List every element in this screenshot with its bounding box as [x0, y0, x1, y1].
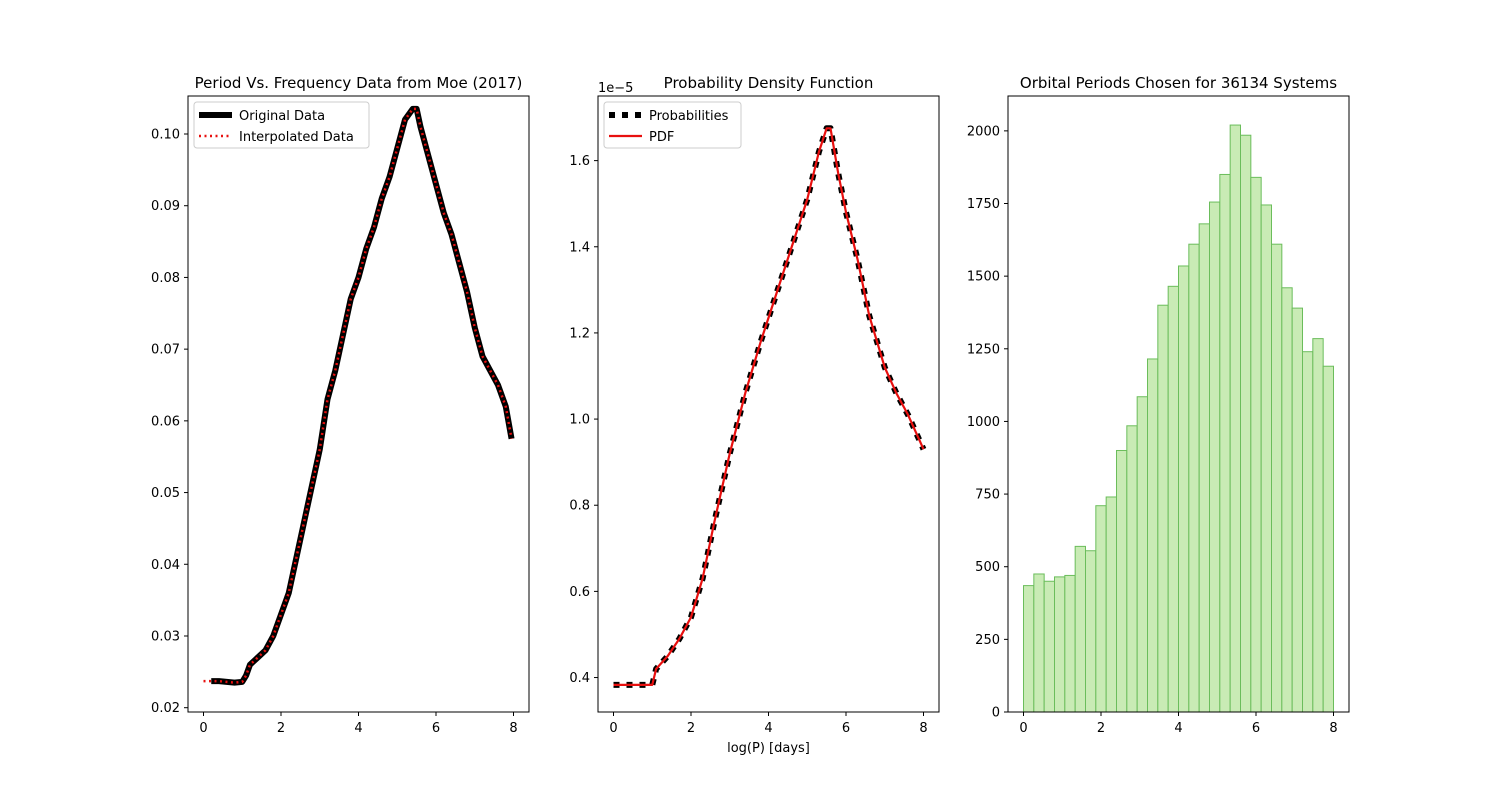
- x-tick-label: 2: [1097, 721, 1105, 736]
- x-tick-label: 6: [432, 721, 440, 736]
- plot-area: [203, 105, 515, 686]
- y-tick-label: 1.0: [569, 413, 590, 428]
- histogram-bar: [1229, 124, 1242, 712]
- axes: 0 2 4 6 8 0.4 0.6 0.8 1.0 1.2 1.4 1.6: [569, 95, 940, 736]
- axes: 0 2 4 6 8 0 250 500 750 1000 1250 1500 1750 2000: [967, 95, 1350, 736]
- chart-title: Orbital Periods Chosen for 36134 Systems: [1020, 74, 1337, 92]
- series-line: [203, 107, 513, 684]
- x-tick-label: 0: [1019, 721, 1027, 736]
- histogram-bar: [1136, 396, 1149, 712]
- panel-period-vs-frequency: Period Vs. Frequency Data from Moe (2017…: [151, 74, 530, 736]
- y-tick-label: 1500: [967, 270, 1000, 285]
- legend-label: Interpolated Data: [239, 130, 354, 145]
- y-tick-label: 0.09: [151, 199, 180, 214]
- histogram-bar: [1291, 307, 1304, 712]
- y-tick-label: 1750: [967, 197, 1000, 212]
- histogram-bar: [1260, 204, 1273, 712]
- histogram-bar: [1281, 287, 1293, 712]
- x-tick-label: 4: [764, 721, 772, 736]
- legend-box: [193, 101, 370, 149]
- histogram-bar: [1198, 223, 1211, 712]
- legend-label: PDF: [649, 130, 674, 145]
- histogram-bar: [1312, 338, 1324, 712]
- plot-area: [1023, 124, 1335, 712]
- histogram-bar: [1188, 243, 1200, 712]
- histogram-bar: [1271, 243, 1283, 712]
- x-tick-label: 8: [1329, 721, 1337, 736]
- x-tick-label: 4: [354, 721, 362, 736]
- y-tick-label: 1.6: [569, 154, 590, 169]
- y-tick-label: 500: [975, 560, 1000, 575]
- axes: 0 2 4 6 8 0.02 0.03 0.04 0.05 0.06 0.07 0.08 0.09 0.1…: [151, 95, 530, 736]
- chart-title: Period Vs. Frequency Data from Moe (2017…: [195, 74, 523, 92]
- y-tick-label: 0.03: [151, 629, 180, 644]
- x-tick-label: 6: [1252, 721, 1260, 736]
- y-tick-label: 1250: [967, 342, 1000, 357]
- chart-title: Probability Density Function: [664, 74, 874, 92]
- axis-offset-text: 1e−5: [598, 81, 633, 96]
- series-line: [211, 105, 515, 686]
- histogram-bar: [1219, 173, 1231, 712]
- histogram-bar: [1178, 265, 1190, 712]
- histogram-bar: [1105, 496, 1118, 712]
- x-tick-label: 6: [842, 721, 850, 736]
- histogram-bar: [1147, 358, 1159, 712]
- x-tick-label: 2: [277, 721, 285, 736]
- axes-frame: [187, 95, 530, 713]
- legend-label: Probabilities: [649, 109, 729, 124]
- histogram-bar: [1023, 585, 1035, 712]
- series-line: [613, 125, 927, 688]
- histogram-bar: [1033, 573, 1045, 712]
- x-tick-label: 2: [687, 721, 695, 736]
- y-tick-label: 0.4: [569, 671, 590, 686]
- legend: Probabilities PDF: [603, 101, 742, 149]
- y-tick-label: 0.05: [151, 486, 180, 501]
- y-tick-label: 250: [975, 633, 1000, 648]
- y-tick-label: 0.07: [151, 343, 180, 358]
- y-tick-label: 0.06: [151, 414, 180, 429]
- x-tick-label: 0: [609, 721, 617, 736]
- legend: Original Data Interpolated Data: [193, 101, 370, 149]
- x-tick-label: 0: [199, 721, 207, 736]
- histogram-bar: [1157, 304, 1169, 712]
- y-tick-label: 0: [992, 706, 1000, 721]
- histogram-bar: [1054, 576, 1066, 712]
- histogram-bar: [1302, 351, 1314, 712]
- panel-probability-density: Probability Density Function 1e−5 log(P)…: [569, 74, 940, 756]
- x-tick-label: 4: [1174, 721, 1182, 736]
- histogram-bar: [1322, 365, 1335, 712]
- y-tick-label: 0.04: [151, 558, 180, 573]
- y-tick-label: 0.8: [569, 499, 590, 514]
- x-tick-label: 8: [919, 721, 927, 736]
- plot-area: [613, 125, 927, 688]
- series-line: [613, 127, 925, 686]
- histogram-bar: [1167, 285, 1180, 712]
- histogram-bar: [1209, 201, 1221, 712]
- y-tick-label: 0.10: [151, 128, 180, 143]
- y-tick-label: 1.4: [569, 240, 590, 255]
- y-tick-label: 1000: [967, 415, 1000, 430]
- axes-frame: [597, 95, 940, 713]
- histogram-bar: [1074, 545, 1087, 712]
- y-tick-label: 1.2: [569, 326, 590, 341]
- legend-label: Original Data: [239, 109, 325, 124]
- x-axis-label: log(P) [days]: [727, 741, 810, 756]
- x-tick-label: 8: [509, 721, 517, 736]
- histogram-bar: [1043, 580, 1056, 712]
- y-tick-label: 0.02: [151, 701, 180, 716]
- y-tick-label: 0.08: [151, 271, 180, 286]
- y-tick-label: 750: [975, 488, 1000, 503]
- histogram-bar: [1116, 449, 1128, 712]
- histogram-bar: [1126, 425, 1138, 712]
- histogram-bar: [1250, 176, 1262, 712]
- panel-orbital-periods-histogram: Orbital Periods Chosen for 36134 Systems…: [967, 74, 1350, 736]
- y-tick-label: 2000: [967, 124, 1000, 139]
- y-tick-label: 0.6: [569, 585, 590, 600]
- histogram-bar: [1085, 550, 1097, 712]
- histogram-bar: [1064, 574, 1076, 712]
- histogram-bar: [1095, 505, 1107, 712]
- histogram-bar: [1240, 134, 1252, 712]
